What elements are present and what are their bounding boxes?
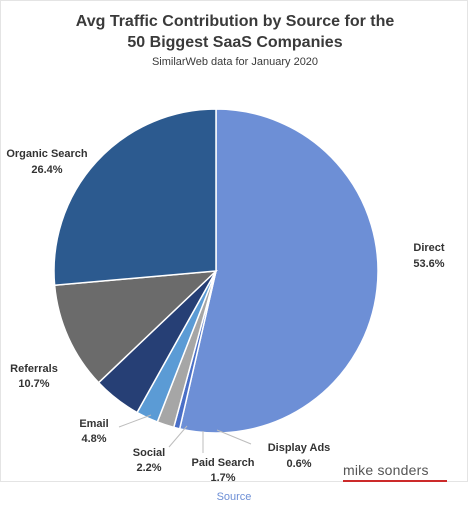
slice-value-display-ads: 0.6% [286, 458, 311, 470]
leader-line-social [168, 425, 188, 448]
slice-value-social: 2.2% [136, 462, 161, 474]
slice-value-direct: 53.6% [413, 258, 444, 270]
pie-slice-referrals [53, 270, 219, 384]
slice-value-referrals: 10.7% [18, 378, 49, 390]
slice-label-social: Social [133, 447, 165, 459]
slice-value-email: 4.8% [81, 433, 106, 445]
pie-slice-organic-search [53, 108, 217, 287]
watermark-logo: mike sonders [343, 462, 429, 478]
chart-title-line-2: 50 Biggest SaaS Companies [127, 34, 343, 51]
leader-line-email [118, 414, 152, 428]
slice-value-organic-search: 26.4% [31, 164, 62, 176]
slice-label-paid-search: Paid Search [192, 457, 255, 469]
slice-label-organic-search: Organic Search [6, 148, 88, 160]
slice-label-direct: Direct [413, 242, 445, 254]
label-leader-lines [118, 414, 252, 453]
pie-slices [53, 108, 379, 434]
pie-slice-direct [178, 108, 379, 434]
slice-label-referrals: Referrals [10, 363, 58, 375]
chart-card: Avg Traffic Contribution by Source for t… [0, 0, 468, 482]
slice-value-paid-search: 1.7% [210, 472, 235, 481]
slice-label-display-ads: Display Ads [268, 442, 331, 454]
slice-labels: Direct 53.6% Display Ads 0.6% Paid Search 1.7… [6, 148, 445, 481]
source-link[interactable]: Source [216, 491, 252, 503]
chart-subtitle: SimilarWeb data for January 2020 [151, 56, 319, 68]
chart-title-line-1: Avg Traffic Contribution by Source for t… [75, 13, 395, 30]
slice-label-email: Email [79, 418, 108, 430]
leader-line-display-ads [216, 429, 252, 445]
pie-chart: Direct 53.6% Display Ads 0.6% Paid Search 1.7… [6, 108, 445, 481]
watermark-underline [343, 480, 447, 482]
